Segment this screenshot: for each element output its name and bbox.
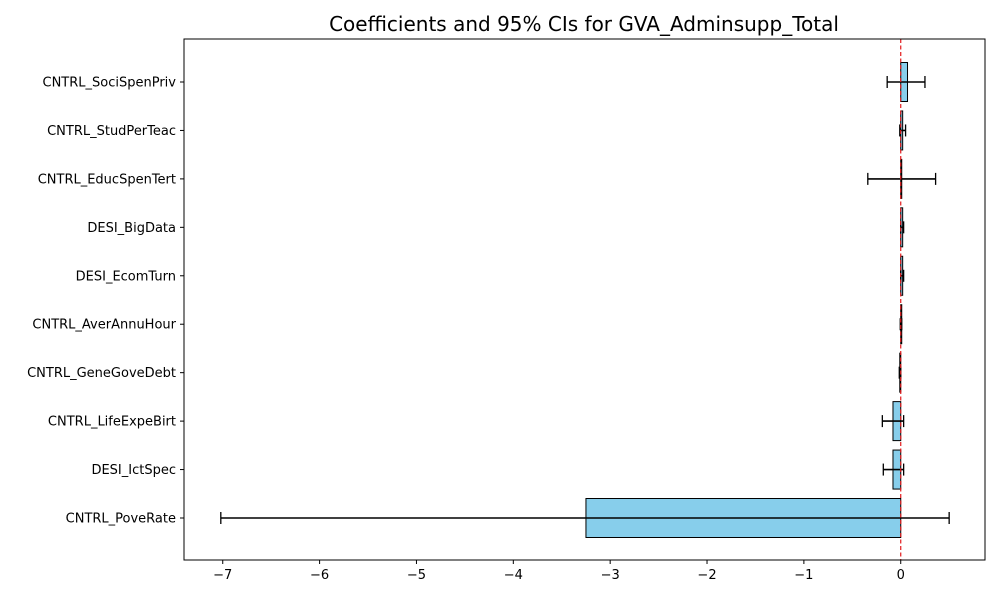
x-axis: −7 −6 −5 −4 −3 −2 −1 0: [213, 560, 905, 583]
x-tick-label: −1: [794, 568, 813, 583]
error-bars-layer: [220, 76, 950, 524]
error-bar-CNTRL_EducSpenTert: [867, 172, 937, 185]
x-tick-label: −3: [601, 568, 620, 583]
plot-frame: [183, 38, 986, 561]
y-tick-label: CNTRL_GeneGoveDebt: [27, 366, 176, 381]
error-bar-CNTRL_LifeExpeBirt: [881, 415, 905, 428]
y-tick-label: DESI_EcomTurn: [76, 269, 176, 284]
bars-layer: [585, 62, 909, 538]
x-tick-label: −7: [213, 568, 232, 583]
y-tick-label: DESI_IctSpec: [91, 463, 176, 478]
x-tick-label: −6: [310, 568, 329, 583]
y-tick-label: CNTRL_SociSpenPriv: [43, 76, 177, 91]
x-tick-label: 0: [897, 568, 905, 583]
y-tick-label: CNTRL_PoveRate: [66, 512, 176, 527]
y-tick-label: CNTRL_StudPerTeac: [47, 124, 176, 139]
y-tick-label: CNTRL_AverAnnuHour: [32, 318, 176, 333]
x-tick-label: −4: [504, 568, 523, 583]
error-bar-CNTRL_PoveRate: [220, 512, 950, 524]
y-tick-label: CNTRL_EducSpenTert: [38, 172, 176, 187]
chart-title: Coefficients and 95% CIs for GVA_Adminsu…: [329, 12, 839, 36]
y-axis: CNTRL_SociSpenPriv CNTRL_StudPerTeac CNTRL…: [27, 76, 184, 527]
error-bar-CNTRL_SociSpenPriv: [886, 76, 926, 88]
y-tick-label: DESI_BigData: [87, 221, 176, 236]
x-tick-label: −5: [407, 568, 426, 583]
x-tick-label: −2: [697, 568, 716, 583]
y-tick-label: CNTRL_LifeExpeBirt: [48, 415, 176, 430]
